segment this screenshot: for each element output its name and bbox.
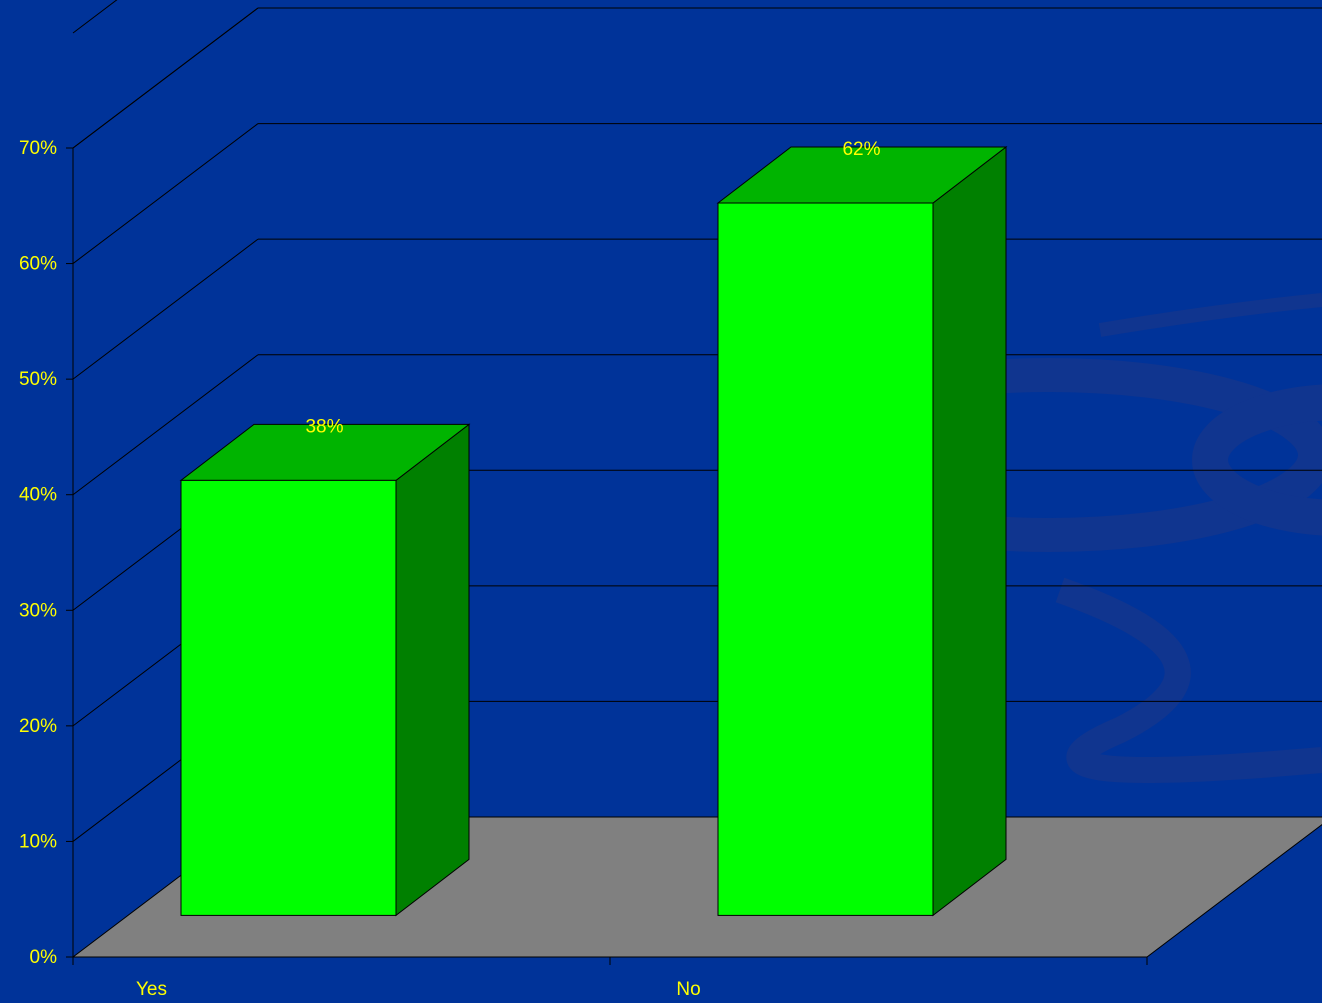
y-tick-label: 50% <box>19 369 57 390</box>
gridline-diagonal <box>72 238 259 380</box>
chart-labels: 0% 10% 20% 30% 40% 50% 60% 70% 38% Yes 62% No <box>19 138 881 1000</box>
chart-bars <box>179 145 1008 917</box>
x-tick-label: No <box>676 979 700 998</box>
bar-front <box>180 479 397 916</box>
y-tick-label: 30% <box>19 600 57 621</box>
y-tick-label: 20% <box>19 716 57 737</box>
data-label: 38% <box>305 416 343 437</box>
background-swirl <box>1055 577 1322 783</box>
y-tick-label: 0% <box>30 947 58 968</box>
background-swirl <box>1192 384 1322 536</box>
gridline-diagonal <box>72 0 118 34</box>
y-tick-label: 60% <box>19 254 57 275</box>
bar <box>179 423 471 917</box>
bar-side <box>395 423 470 917</box>
gridline-diagonal <box>72 7 259 149</box>
y-tick-label: 40% <box>19 485 57 506</box>
gridline-diagonal <box>72 123 259 264</box>
bar-side <box>932 145 1007 917</box>
data-label: 62% <box>842 139 880 160</box>
bar-front <box>717 202 934 916</box>
background-swirl <box>1098 293 1322 337</box>
gridline-diagonal <box>72 354 259 496</box>
chart-axes <box>66 147 1148 965</box>
x-tick-label: Yes <box>136 979 167 998</box>
y-tick-label: 10% <box>19 831 57 852</box>
y-tick-label: 70% <box>19 138 57 159</box>
bar <box>716 145 1008 917</box>
